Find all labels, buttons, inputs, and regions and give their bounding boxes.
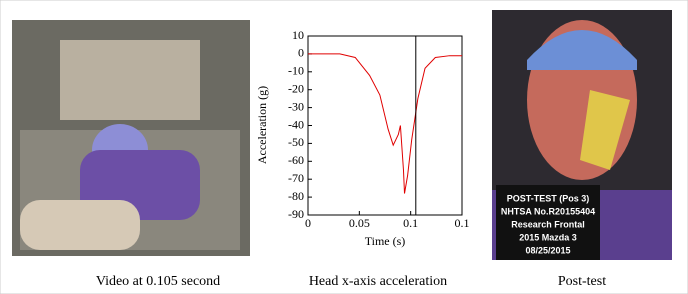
y-tick-label: -30 xyxy=(288,99,304,113)
y-tick-label: 0 xyxy=(298,46,304,60)
y-tick-label: -90 xyxy=(288,207,304,221)
y-tick-label: -50 xyxy=(288,135,304,149)
x-tick-label: 0.1 xyxy=(455,216,470,230)
x-tick-label: 0.1 xyxy=(403,216,418,230)
caption: Video at 0.105 second xyxy=(96,274,220,289)
y-axis-label: Acceleration (g) xyxy=(255,86,269,164)
y-tick-label: -20 xyxy=(288,81,304,95)
figure: POST-TEST (Pos 3) NHTSA No.R20155404 Resea… xyxy=(0,0,688,294)
y-tick-label: -80 xyxy=(288,189,304,203)
y-tick-label: -10 xyxy=(288,64,304,78)
x-axis-label: Time (s) xyxy=(365,234,406,248)
y-tick-label: -60 xyxy=(288,153,304,167)
y-tick-label: 10 xyxy=(292,28,304,42)
placard-line: Research Frontal xyxy=(511,219,585,229)
caption: Post-test xyxy=(558,274,606,289)
placard-line: 08/25/2015 xyxy=(525,245,570,255)
placard-line: POST-TEST (Pos 3) xyxy=(507,193,590,203)
placard-line: 2015 Mazda 3 xyxy=(519,232,577,242)
x-tick-label: 0 xyxy=(305,216,311,230)
x-tick-label: 0.05 xyxy=(349,216,370,230)
video-frame-photo xyxy=(12,20,250,256)
y-tick-label: -70 xyxy=(288,171,304,185)
caption: Head x-axis acceleration xyxy=(309,274,447,289)
placard-line: NHTSA No.R20155404 xyxy=(501,206,595,216)
y-tick-label: -40 xyxy=(288,117,304,131)
